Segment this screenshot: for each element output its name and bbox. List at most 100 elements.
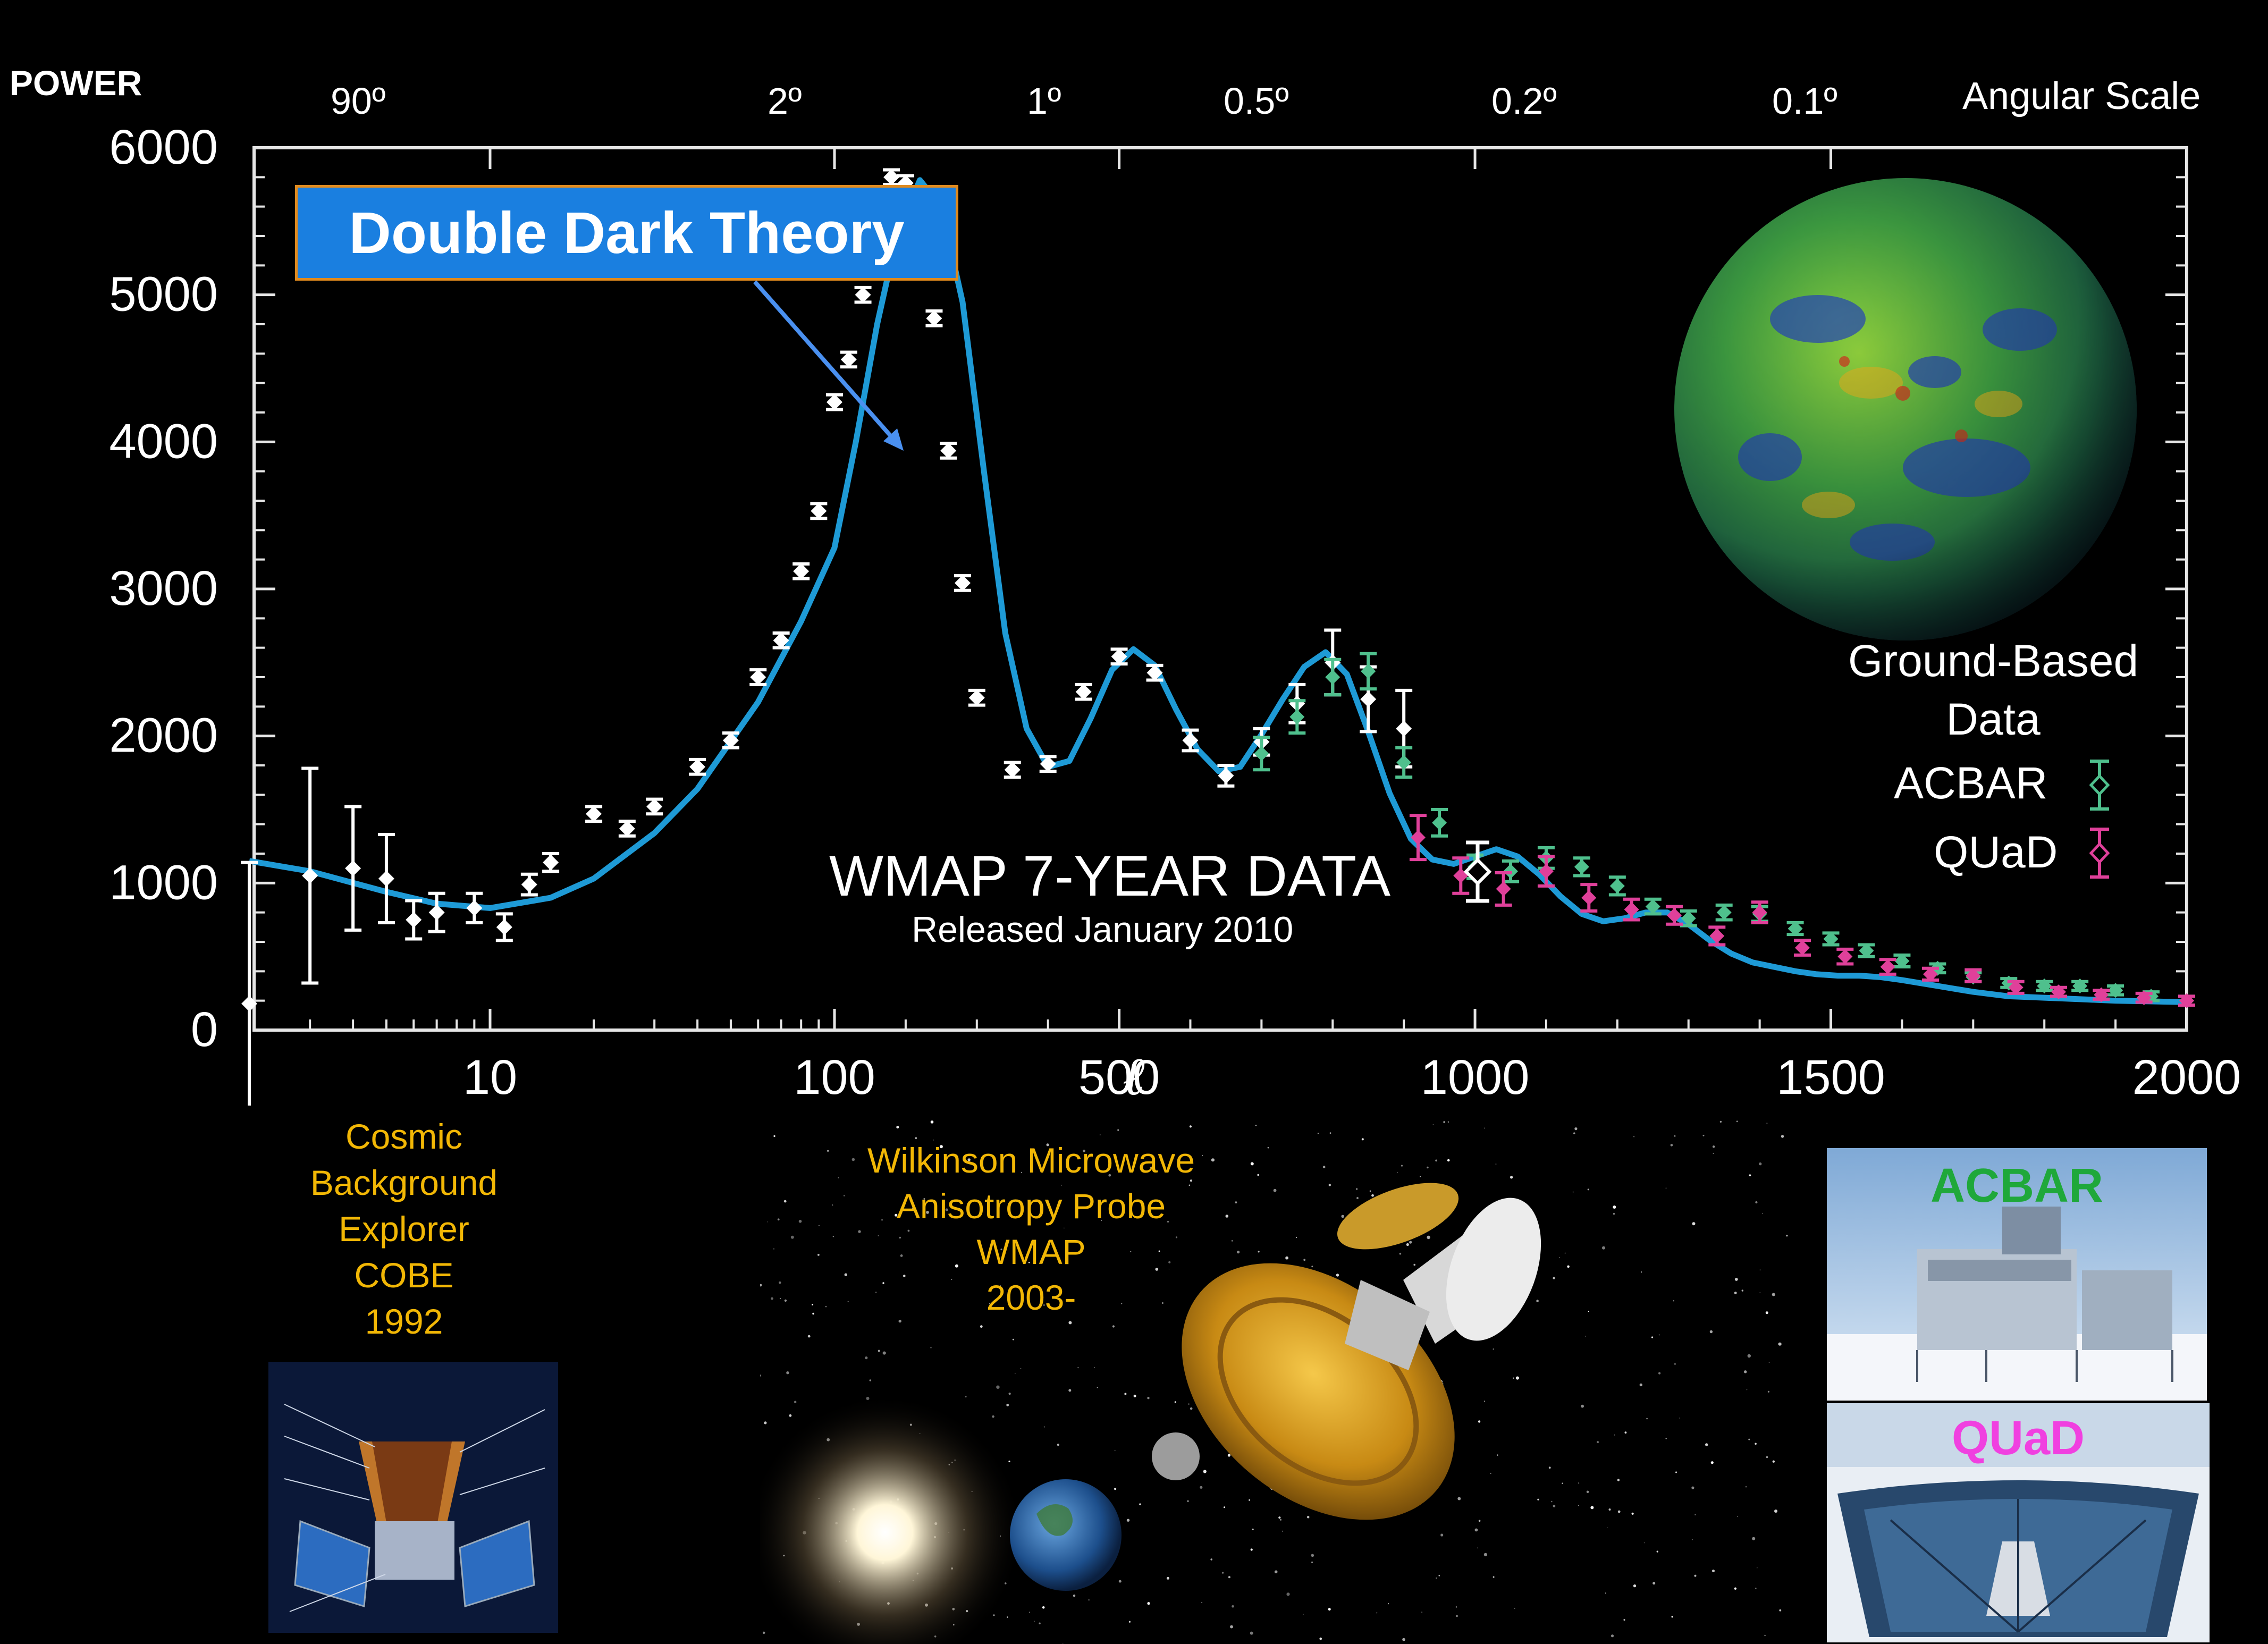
star — [1311, 1554, 1314, 1557]
cobe-caption: Cosmic Background Explorer COBE 1992 — [244, 1114, 563, 1345]
star — [898, 1319, 901, 1323]
star — [1257, 1174, 1259, 1176]
star — [1617, 1510, 1621, 1513]
star — [1483, 1553, 1487, 1556]
quad-data-point — [2135, 990, 2153, 1006]
star — [1564, 1252, 1566, 1254]
star — [1553, 1277, 1555, 1279]
star — [1674, 1135, 1676, 1137]
star — [1537, 1498, 1539, 1500]
wmap-data-point — [968, 688, 985, 707]
star — [1311, 1266, 1313, 1268]
star — [789, 1414, 792, 1417]
quad-data-points — [1409, 814, 2195, 1008]
wmap-data-point — [792, 562, 810, 580]
star — [1443, 1121, 1445, 1123]
star — [1061, 1184, 1062, 1186]
star — [1748, 1438, 1750, 1440]
y-tick-label: 5000 — [109, 267, 218, 322]
star — [895, 1213, 898, 1217]
star — [1020, 1368, 1022, 1369]
acbar-station-illustration — [1827, 1148, 2207, 1401]
y-tick-label: 1000 — [109, 855, 218, 909]
star — [1128, 1621, 1131, 1623]
quad-photo-label: QUaD — [1951, 1412, 2085, 1465]
y-tick-label: 2000 — [109, 709, 218, 763]
star — [1691, 1486, 1694, 1489]
star — [779, 1297, 781, 1299]
quad-legend-marker — [2089, 828, 2110, 879]
star — [1551, 1500, 1553, 1503]
star — [1613, 1205, 1616, 1209]
star — [1237, 1251, 1240, 1254]
star — [1673, 1300, 1675, 1302]
star — [1755, 1201, 1758, 1204]
star — [1420, 1176, 1421, 1177]
star — [1189, 1125, 1192, 1128]
star — [1043, 1426, 1045, 1428]
acbar-photo-label: ACBAR — [1930, 1159, 2103, 1212]
star — [955, 1264, 958, 1268]
star — [1274, 1570, 1278, 1573]
quad-data-point — [1879, 958, 1896, 976]
cobe-line-1: Cosmic — [345, 1117, 462, 1156]
star — [1536, 1300, 1539, 1302]
star — [1613, 1213, 1615, 1215]
wmap-space-scene — [760, 1120, 1789, 1644]
x-axis-ticks: 10 100 500 1000 1500 2000 — [309, 148, 2241, 1105]
star — [1709, 1330, 1713, 1334]
star — [1108, 1174, 1111, 1177]
star — [1202, 1155, 1203, 1157]
star — [1548, 1466, 1551, 1469]
quad-data-point — [1409, 814, 1427, 862]
star — [1319, 1637, 1322, 1640]
acbar-data-point — [1360, 652, 1377, 691]
wmap-data-point — [1110, 647, 1128, 666]
star — [1000, 1285, 1001, 1286]
star — [1077, 1367, 1079, 1369]
star — [1719, 1120, 1722, 1123]
star — [783, 1200, 787, 1203]
star — [1311, 1561, 1313, 1563]
star — [1585, 1336, 1586, 1337]
star — [844, 1273, 847, 1276]
cmb-sky-sphere — [1674, 178, 2137, 640]
cobe-satellite-photo — [268, 1362, 558, 1633]
star — [844, 1195, 845, 1196]
star — [1774, 1510, 1777, 1513]
ground-based-line-2: Data — [1946, 694, 2041, 744]
wmap-data-point — [925, 309, 943, 327]
quad-data-point — [1537, 855, 1555, 888]
star — [1762, 1213, 1763, 1214]
star — [1329, 1132, 1331, 1134]
quad-legend-label: QUaD — [1934, 827, 2058, 877]
star — [1166, 1576, 1169, 1580]
star — [1562, 1482, 1563, 1484]
acbar-data-point — [1680, 909, 1697, 928]
star — [1101, 1220, 1102, 1221]
star — [1497, 1454, 1498, 1456]
star — [1228, 1576, 1230, 1579]
star — [1671, 1616, 1673, 1618]
star — [1190, 1179, 1192, 1182]
star — [1227, 1454, 1230, 1457]
star — [832, 1236, 834, 1237]
star — [1643, 1542, 1645, 1544]
wmap-data-point — [840, 350, 857, 369]
callout-box: Double Dark Theory — [295, 185, 958, 281]
acbar-data-point — [1715, 903, 1733, 922]
cobe-satellite-illustration — [268, 1362, 558, 1633]
acbar-data-point — [1324, 657, 1342, 697]
wmap-data-point — [883, 168, 900, 187]
star — [1608, 1508, 1611, 1511]
star — [1099, 1134, 1101, 1135]
x-tick-label: 1000 — [1421, 1050, 1530, 1105]
quad-data-point — [1665, 905, 1683, 926]
star — [1039, 1213, 1042, 1217]
star — [764, 1421, 767, 1424]
star — [1734, 1292, 1737, 1294]
star — [1633, 1136, 1634, 1137]
star — [1282, 1530, 1284, 1532]
star — [1755, 1443, 1757, 1445]
star — [967, 1158, 971, 1161]
